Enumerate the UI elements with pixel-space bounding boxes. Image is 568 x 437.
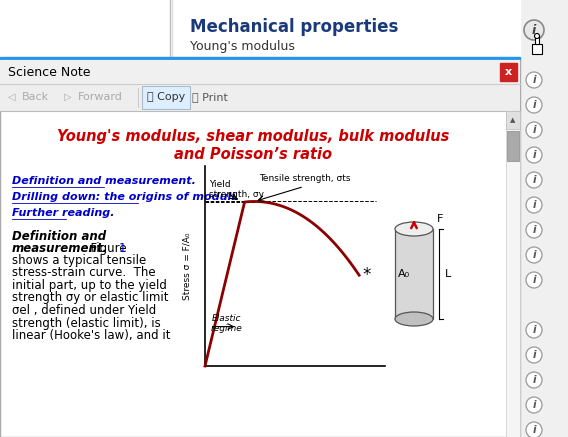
Bar [395, 229, 433, 319]
Text: ▷: ▷ [64, 92, 72, 102]
Ellipse shape [395, 312, 433, 326]
Text: F: F [437, 214, 444, 224]
Bar [0, 60, 520, 84]
Text: i: i [532, 24, 536, 37]
Circle shape [526, 397, 542, 413]
Circle shape [526, 147, 542, 163]
Text: Definition and measurement.: Definition and measurement. [12, 176, 196, 186]
Circle shape [526, 97, 542, 113]
Bar [0, 57, 520, 60]
Text: Science Note: Science Note [8, 66, 90, 79]
Text: i: i [532, 200, 536, 210]
Text: i: i [532, 250, 536, 260]
Text: ▲: ▲ [510, 117, 516, 123]
Text: Young's modulus: Young's modulus [190, 40, 295, 53]
Bar [506, 111, 520, 129]
Text: linear (Hooke's law), and it: linear (Hooke's law), and it [12, 329, 170, 342]
Text: i: i [532, 100, 536, 110]
Circle shape [526, 72, 542, 88]
Circle shape [526, 247, 542, 263]
Text: strength (elastic limit), is: strength (elastic limit), is [12, 316, 161, 329]
Text: ⎘ Copy: ⎘ Copy [147, 92, 185, 102]
Circle shape [524, 20, 544, 40]
Text: stress-strain curve.  The: stress-strain curve. The [12, 267, 156, 280]
Text: Tensile strength, σts: Tensile strength, σts [259, 174, 350, 184]
Circle shape [526, 322, 542, 338]
Text: Mechanical properties: Mechanical properties [190, 18, 398, 36]
Text: i: i [532, 375, 536, 385]
Text: i: i [532, 125, 536, 135]
Text: i: i [532, 400, 536, 410]
Text: Definition and: Definition and [12, 230, 106, 243]
Text: i: i [532, 225, 536, 235]
Ellipse shape [395, 222, 433, 236]
Text: Elastic
regime: Elastic regime [211, 314, 243, 333]
Text: initial part, up to the yield: initial part, up to the yield [12, 279, 167, 292]
Text: ◁: ◁ [9, 92, 16, 102]
Circle shape [526, 122, 542, 138]
Text: Back: Back [22, 92, 49, 102]
Text: A₀: A₀ [398, 269, 410, 279]
Text: shows a typical tensile: shows a typical tensile [12, 254, 146, 267]
Polygon shape [532, 44, 542, 54]
Circle shape [526, 272, 542, 288]
Bar [500, 63, 517, 81]
Polygon shape [535, 36, 539, 44]
Bar [520, 0, 568, 437]
Text: i: i [532, 350, 536, 360]
Text: x: x [505, 67, 512, 77]
Text: Further reading.: Further reading. [12, 208, 115, 218]
Circle shape [526, 172, 542, 188]
Circle shape [526, 372, 542, 388]
Text: 1: 1 [119, 242, 127, 255]
Text: Young's modulus, shear modulus, bulk modulus: Young's modulus, shear modulus, bulk mod… [57, 129, 449, 144]
Bar [0, 84, 520, 111]
Text: L: L [445, 269, 451, 279]
Bar [506, 111, 520, 437]
Text: i: i [532, 175, 536, 185]
Bar [142, 86, 190, 109]
Text: measurement.: measurement. [12, 242, 108, 255]
Text: *: * [362, 266, 370, 284]
Text: ⎙ Print: ⎙ Print [192, 92, 228, 102]
Text: Yield
strength, σy: Yield strength, σy [208, 180, 264, 199]
Bar [0, 0, 520, 60]
Bar [507, 131, 519, 161]
Text: i: i [532, 150, 536, 160]
Text: i: i [532, 275, 536, 285]
Circle shape [526, 222, 542, 238]
Text: σel , defined under Yield: σel , defined under Yield [12, 304, 156, 317]
Text: Stress σ = F/A₀: Stress σ = F/A₀ [182, 232, 191, 300]
Text: i: i [532, 325, 536, 335]
Text: and Poisson’s ratio: and Poisson’s ratio [174, 147, 332, 162]
Circle shape [526, 347, 542, 363]
Text: Figure: Figure [83, 242, 131, 255]
Circle shape [534, 34, 540, 38]
Text: strength σy or elastic limit: strength σy or elastic limit [12, 291, 169, 305]
Circle shape [526, 197, 542, 213]
Text: Forward: Forward [78, 92, 123, 102]
Text: i: i [532, 425, 536, 435]
Text: i: i [532, 75, 536, 85]
Bar [0, 60, 520, 437]
Text: Drilling down: the origins of moduli.: Drilling down: the origins of moduli. [12, 192, 240, 202]
Circle shape [526, 422, 542, 437]
